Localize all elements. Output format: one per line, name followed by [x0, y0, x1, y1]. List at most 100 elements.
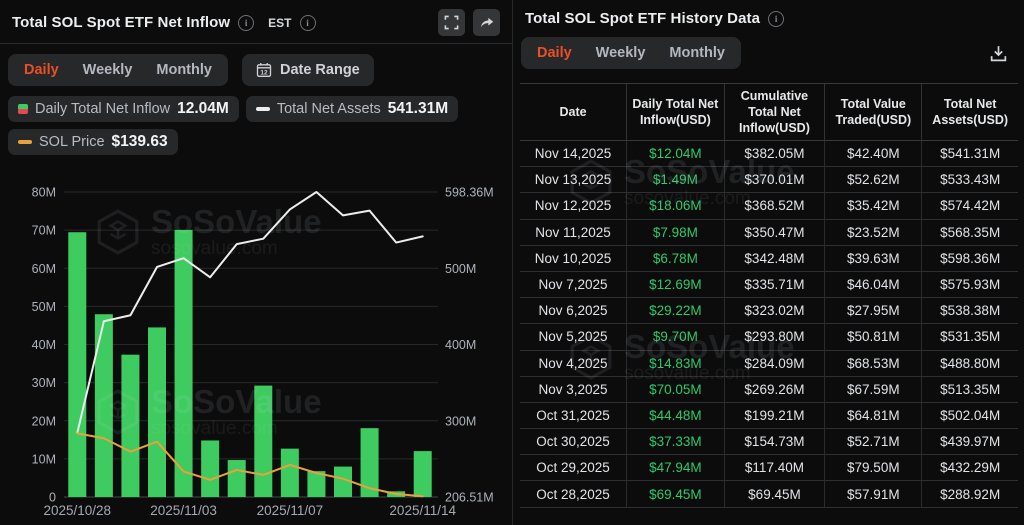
table-cell: $35.42M — [825, 193, 923, 220]
inflow-bar[interactable] — [121, 354, 140, 497]
chart-legend: Daily Total Net Inflow 12.04M Total Net … — [0, 86, 510, 155]
tab-weekly[interactable]: Weekly — [82, 62, 133, 78]
table-cell: $574.42M — [922, 193, 1018, 220]
inflow-bar[interactable] — [360, 428, 379, 497]
info-icon[interactable]: i — [238, 14, 255, 31]
right-axis-tick: 400M — [445, 338, 476, 352]
inflow-chart[interactable]: 80M 70M 60M 50M 40M 30M 20M 10M 0 598.36M 500M 400M… — [0, 185, 512, 520]
table-cell: $67.59M — [825, 376, 923, 403]
table-cell-date: Nov 10,2025 — [520, 245, 628, 272]
table-cell: $513.35M — [922, 377, 1018, 403]
table-cell: $50.81M — [825, 324, 923, 351]
table-cell-date: Oct 28,2025 — [520, 481, 628, 508]
table-cell: $382.05M — [724, 141, 826, 168]
inflow-chart-svg[interactable]: 80M 70M 60M 50M 40M 30M 20M 10M 0 598.36M 500M 400M… — [0, 185, 512, 520]
calendar-icon: 12 — [256, 63, 272, 77]
inflow-bar[interactable] — [413, 451, 432, 497]
table-column-header: Daily Total Net Inflow(USD) — [627, 84, 725, 141]
table-cell-date: Nov 14,2025 — [520, 141, 628, 168]
table-cell-date: Nov 6,2025 — [520, 298, 628, 325]
net-inflow-title: Total SOL Spot ETF Net Inflow — [12, 14, 231, 31]
table-cell: $39.63M — [825, 245, 923, 272]
interval-tabs: Daily Weekly Monthly — [8, 54, 228, 86]
table-cell: $37.33M — [627, 429, 725, 456]
share-icon — [480, 17, 493, 27]
table-cell: $27.95M — [825, 298, 923, 325]
tab-daily[interactable]: Daily — [24, 62, 59, 78]
table-cell-date: Nov 11,2025 — [520, 219, 628, 246]
table-cell-date: Oct 31,2025 — [520, 402, 628, 430]
left-axis-tick: 30M — [32, 376, 56, 390]
table-cell: $531.35M — [922, 324, 1018, 351]
share-button[interactable] — [473, 9, 500, 36]
inflow-bar[interactable] — [334, 466, 352, 497]
table-cell: $69.45M — [627, 481, 725, 508]
inflow-bar[interactable] — [174, 229, 193, 497]
inflow-bar[interactable] — [280, 448, 299, 497]
table-cell: $154.73M — [724, 429, 826, 456]
legend-daily-inflow[interactable]: Daily Total Net Inflow 12.04M — [8, 96, 239, 122]
tab-monthly[interactable]: Monthly — [156, 62, 212, 78]
table-cell: $370.01M — [724, 167, 826, 194]
table-cell: $70.05M — [627, 376, 725, 403]
legend-value: $139.63 — [111, 133, 168, 150]
inflow-bar[interactable] — [68, 232, 87, 498]
tab-daily[interactable]: Daily — [537, 45, 572, 61]
table-cell: $57.91M — [825, 481, 923, 508]
inflow-bar[interactable] — [201, 440, 220, 497]
legend-label: Daily Total Net Inflow — [35, 101, 171, 117]
inflow-bar[interactable] — [254, 385, 273, 497]
date-range-label: Date Range — [279, 62, 360, 78]
left-axis-tick: 0 — [49, 491, 56, 505]
table-cell: $335.71M — [724, 271, 826, 299]
table-cell: $7.98M — [627, 219, 725, 246]
table-cell: $199.21M — [724, 402, 826, 430]
table-cell: $284.09M — [724, 350, 826, 377]
table-cell-date: Oct 29,2025 — [520, 455, 628, 482]
right-axis-tick: 500M — [445, 262, 476, 276]
inflow-bar[interactable] — [148, 327, 166, 497]
table-cell-date: Nov 12,2025 — [520, 193, 628, 220]
table-cell: $269.26M — [724, 376, 826, 403]
net-inflow-header: Total SOL Spot ETF Net Inflow i EST i — [0, 0, 512, 44]
download-icon — [990, 45, 1006, 61]
table-cell: $323.02M — [724, 298, 826, 325]
table-cell: $44.48M — [627, 402, 725, 430]
download-button[interactable] — [984, 39, 1012, 67]
tab-monthly[interactable]: Monthly — [669, 45, 725, 61]
net-assets-line[interactable] — [76, 191, 424, 434]
table-cell-date: Nov 7,2025 — [520, 271, 628, 299]
inflow-bar[interactable] — [307, 471, 326, 497]
chart-controls: Daily Weekly Monthly 12 Date Range — [0, 44, 512, 86]
left-axis-tick: 50M — [32, 300, 56, 314]
table-cell-date: Nov 13,2025 — [520, 167, 628, 194]
right-axis-tick: 206.51M — [445, 491, 494, 505]
legend-sol-price[interactable]: SOL Price $139.63 — [8, 129, 178, 155]
fullscreen-button[interactable] — [438, 9, 465, 36]
table-cell-date: Nov 4,2025 — [520, 350, 628, 377]
table-cell: $79.50M — [825, 455, 923, 482]
table-cell: $46.04M — [825, 271, 923, 299]
history-controls: Daily Weekly Monthly — [513, 31, 1024, 69]
inflow-bar[interactable] — [94, 314, 113, 497]
table-cell: $14.83M — [627, 350, 725, 377]
legend-label: Total Net Assets — [276, 101, 381, 117]
table-cell: $368.52M — [724, 193, 826, 220]
table-cell: $488.80M — [922, 351, 1018, 377]
table-cell: $64.81M — [825, 402, 923, 430]
table-cell: $575.93M — [922, 272, 1018, 299]
legend-net-assets[interactable]: Total Net Assets 541.31M — [245, 96, 459, 122]
table-cell: $68.53M — [825, 350, 923, 377]
table-column-header: Total Net Assets(USD) — [922, 84, 1018, 141]
tab-weekly[interactable]: Weekly — [595, 45, 646, 61]
table-cell: $1.49M — [627, 167, 725, 194]
sol-price-line[interactable] — [76, 432, 424, 498]
date-range-button[interactable]: 12 Date Range — [241, 54, 374, 86]
fullscreen-icon — [444, 15, 459, 30]
info-icon[interactable]: i — [768, 10, 785, 27]
table-cell: $52.71M — [825, 429, 923, 456]
inflow-bar[interactable] — [227, 460, 246, 497]
info-icon[interactable]: i — [299, 14, 316, 31]
table-column-header: Total Value Traded(USD) — [825, 84, 923, 141]
